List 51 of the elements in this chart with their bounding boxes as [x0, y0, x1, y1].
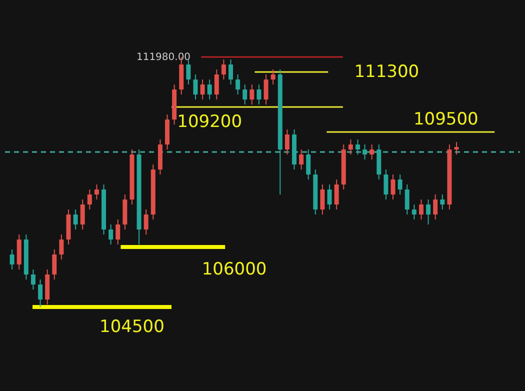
candlestick — [38, 279, 43, 308]
candlestick — [270, 69, 276, 85]
candlestick — [236, 74, 240, 95]
candlestick — [200, 79, 205, 100]
candlestick — [94, 184, 99, 200]
candlestick — [87, 189, 92, 210]
annotation: 111300 — [354, 62, 420, 82]
candlestick — [454, 142, 459, 155]
candlestick — [398, 174, 402, 195]
candlestick — [327, 184, 332, 210]
annotation: 109500 — [413, 110, 478, 130]
candlestick — [306, 149, 311, 180]
candlestick — [264, 74, 268, 105]
candlestick — [144, 209, 148, 235]
candlestick — [418, 199, 424, 220]
candlestick — [370, 144, 374, 160]
candlestick — [404, 184, 410, 215]
candlestick — [355, 139, 360, 155]
candlestick — [214, 69, 219, 100]
candlestick — [30, 269, 36, 290]
annotation: 111980.00 — [136, 52, 191, 63]
candlestick — [390, 174, 396, 200]
candlestick — [108, 224, 114, 245]
candlestick — [384, 169, 388, 200]
candlestick — [320, 184, 325, 215]
annotation: 106000 — [202, 260, 267, 280]
text: 104500 — [100, 317, 164, 337]
candlestick — [116, 219, 120, 245]
candlestick — [362, 144, 368, 160]
candlestick — [299, 149, 304, 170]
candlestick — [59, 234, 64, 260]
candlestick — [426, 199, 431, 225]
candlestick — [73, 209, 78, 230]
candlestick — [412, 204, 416, 220]
candlestick — [256, 84, 262, 105]
candlestick — [10, 249, 14, 270]
candlestick — [193, 74, 198, 100]
candlestick — [221, 59, 226, 80]
candlestick — [284, 129, 290, 155]
candlestick — [348, 139, 353, 155]
candlestick — [250, 84, 254, 105]
candlestick — [52, 249, 57, 280]
candlestick — [334, 179, 339, 210]
candlestick — [186, 59, 191, 85]
candlestick — [80, 199, 85, 230]
candlestick — [228, 59, 234, 85]
candlestick — [440, 194, 445, 210]
candlestick — [242, 84, 248, 105]
annotation: 109200 — [177, 112, 242, 132]
candlestick — [207, 79, 212, 100]
candlestick — [433, 194, 438, 220]
